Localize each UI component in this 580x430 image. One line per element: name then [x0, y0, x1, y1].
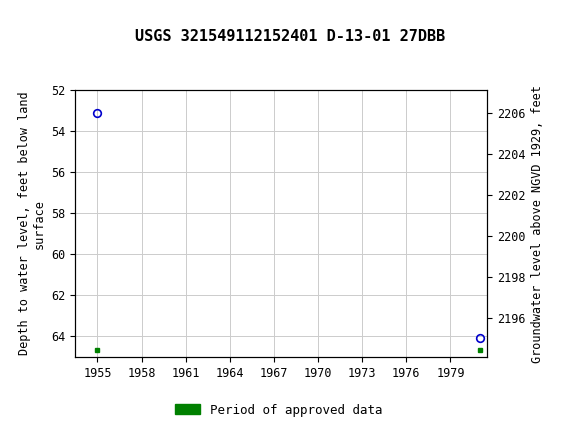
Y-axis label: Groundwater level above NGVD 1929, feet: Groundwater level above NGVD 1929, feet [531, 85, 544, 362]
Text: ≡USGS: ≡USGS [17, 11, 76, 30]
Legend: Period of approved data: Period of approved data [169, 399, 387, 421]
Text: USGS 321549112152401 D-13-01 27DBB: USGS 321549112152401 D-13-01 27DBB [135, 29, 445, 44]
Y-axis label: Depth to water level, feet below land
surface: Depth to water level, feet below land su… [18, 92, 46, 356]
